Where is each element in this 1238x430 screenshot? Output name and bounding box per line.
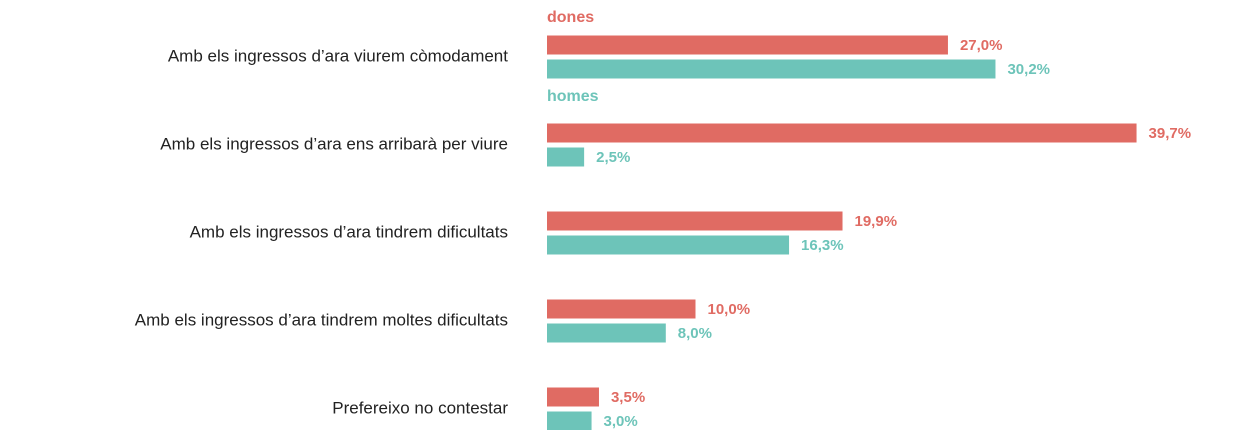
category-label: Amb els ingressos d’ara viurem còmodamen…: [168, 46, 508, 65]
bar: [547, 59, 996, 79]
bar: [547, 35, 948, 55]
category-label: Prefereixo no contestar: [332, 398, 508, 417]
bar: [547, 323, 666, 343]
bar: [547, 411, 592, 430]
bar: [547, 211, 843, 231]
category-label: Amb els ingressos d’ara ens arribarà per…: [160, 134, 508, 153]
value-label: 8,0%: [678, 325, 712, 342]
value-label: 10,0%: [708, 301, 751, 318]
legend-label: dones: [547, 9, 594, 26]
value-label: 3,5%: [611, 389, 645, 406]
bar: [547, 147, 585, 167]
value-label: 16,3%: [801, 237, 844, 254]
legend-label: homes: [547, 88, 599, 105]
value-label: 2,5%: [596, 149, 630, 166]
bar: [547, 299, 696, 319]
category-label: Amb els ingressos d’ara tindrem moltes d…: [135, 310, 508, 329]
value-label: 3,0%: [604, 413, 638, 430]
value-label: 39,7%: [1149, 125, 1192, 142]
bar: [547, 123, 1137, 143]
category-label: Amb els ingressos d’ara tindrem dificult…: [190, 222, 508, 241]
bar: [547, 235, 790, 255]
value-label: 30,2%: [1007, 61, 1050, 78]
value-label: 19,9%: [855, 213, 898, 230]
bar: [547, 387, 599, 407]
value-label: 27,0%: [960, 37, 1003, 54]
